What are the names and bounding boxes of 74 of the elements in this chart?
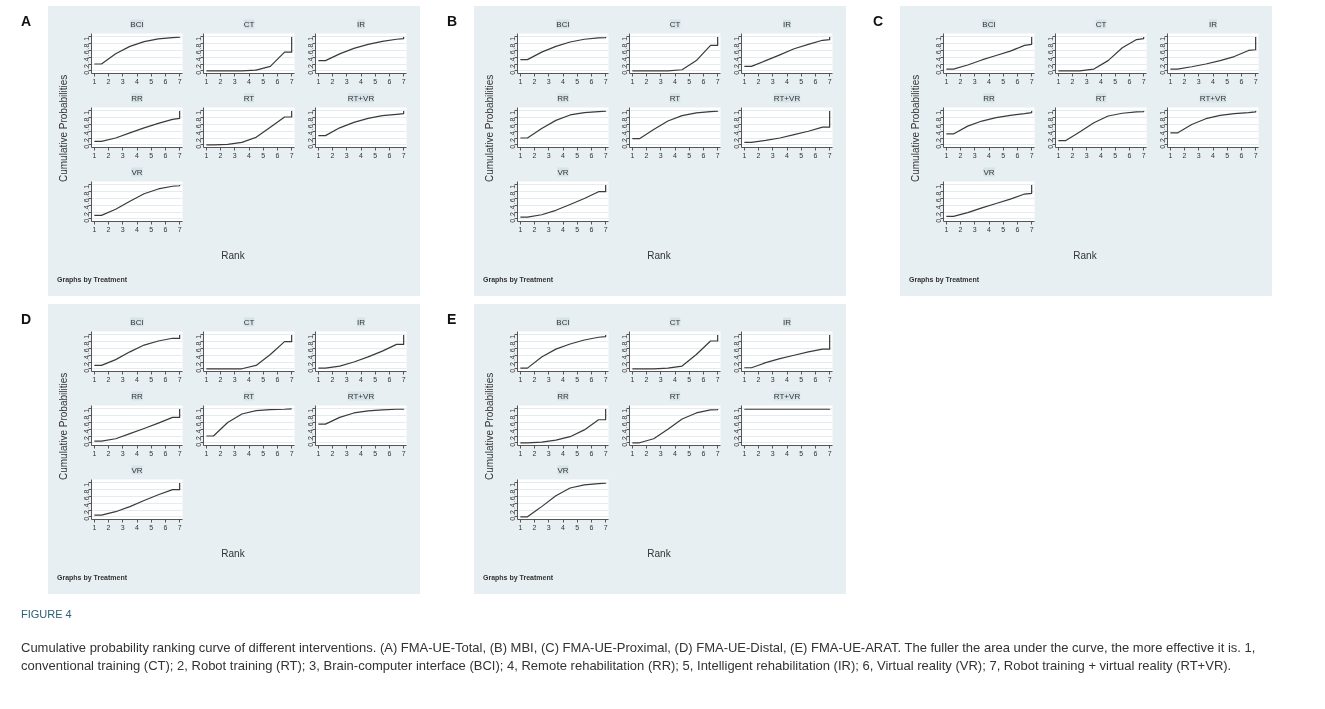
text: E bbox=[447, 310, 457, 329]
chart-title: CT bbox=[669, 19, 681, 29]
line-series bbox=[317, 36, 405, 62]
text: D bbox=[21, 310, 32, 329]
line-series bbox=[317, 110, 405, 137]
line-series bbox=[519, 36, 607, 61]
chart-title: RT bbox=[243, 391, 255, 401]
line-series bbox=[93, 334, 181, 366]
chart-title: IR bbox=[357, 317, 366, 327]
chart-title: RT+VR bbox=[773, 391, 801, 401]
chart-title: RT bbox=[243, 93, 255, 103]
chart-title: IR bbox=[783, 317, 792, 327]
chart-title: CT bbox=[243, 317, 255, 327]
chart-title: RR bbox=[557, 391, 569, 401]
text: Cumulative Probabilities bbox=[57, 74, 70, 182]
chart-title: RT+VR bbox=[347, 391, 375, 401]
line-series bbox=[1169, 36, 1257, 70]
text: Rank bbox=[1073, 249, 1097, 263]
chart-title: RT+VR bbox=[347, 93, 375, 103]
chart-title: IR bbox=[357, 19, 366, 29]
line-series bbox=[519, 184, 607, 218]
chart-title: RT bbox=[669, 391, 681, 401]
chart-title: IR bbox=[1209, 19, 1218, 29]
text: Rank bbox=[221, 249, 245, 263]
text: Rank bbox=[221, 547, 245, 561]
text: B bbox=[447, 12, 458, 31]
line-series bbox=[945, 36, 1033, 70]
line-series bbox=[519, 110, 607, 139]
line-series bbox=[93, 110, 181, 142]
line-series bbox=[1169, 110, 1257, 134]
chart-title: CT bbox=[243, 19, 255, 29]
chart-title: RT+VR bbox=[1199, 93, 1227, 103]
chart-title: BCI bbox=[556, 317, 570, 327]
line-series bbox=[317, 408, 405, 425]
text: Rank bbox=[647, 249, 671, 263]
line-series bbox=[93, 408, 181, 442]
text: Cumulative Probabilities bbox=[483, 372, 496, 480]
chart-title: CT bbox=[669, 317, 681, 327]
text: Cumulative probability ranking curve of different interventions. (A) FMA-UE-Total, (B) MBI, (C) FMA-UE-Proximal, (D) FMA-UE-Distal, (E) FMA-UE-ARAT. The fuller the area under the curve, the more effective it is. 1, conventional training (CT); 2, Robot training (RT); 3, Brain-computer interface (BCI); 4, Remote rehabilitation (RR); 5, Intelligent rehabilitation (IR); 6, Virtual reality (VR); 7, Robot training + virtual reality (RT+VR). bbox=[21, 639, 1257, 675]
line-series bbox=[743, 110, 831, 144]
chart-title: RR bbox=[131, 93, 143, 103]
line-series bbox=[743, 36, 831, 67]
chart-title: VR bbox=[131, 167, 143, 177]
chart-title: RT bbox=[1095, 93, 1107, 103]
chart-title: RR bbox=[557, 93, 569, 103]
line-series bbox=[1057, 110, 1145, 142]
chart-title: CT bbox=[1095, 19, 1107, 29]
chart-title: BCI bbox=[982, 19, 996, 29]
chart-title: RT+VR bbox=[773, 93, 801, 103]
text: FIGURE 4 bbox=[21, 607, 72, 622]
chart-title: BCI bbox=[130, 317, 144, 327]
chart-title: VR bbox=[557, 465, 569, 475]
line-series bbox=[631, 110, 719, 140]
text: Cumulative Probabilities bbox=[909, 74, 922, 182]
text: Cumulative Probabilities bbox=[57, 372, 70, 480]
text: Rank bbox=[647, 547, 671, 561]
chart-title: IR bbox=[783, 19, 792, 29]
line-series bbox=[93, 36, 181, 65]
chart-title: BCI bbox=[130, 19, 144, 29]
chart-title: VR bbox=[131, 465, 143, 475]
chart-title: BCI bbox=[556, 19, 570, 29]
line-series bbox=[945, 110, 1033, 135]
line-series bbox=[93, 184, 181, 216]
line-series bbox=[93, 482, 181, 516]
chart-title: VR bbox=[557, 167, 569, 177]
line-series bbox=[205, 408, 293, 437]
text: A bbox=[21, 12, 32, 31]
text: Cumulative Probabilities bbox=[483, 74, 496, 182]
chart-title: RR bbox=[983, 93, 995, 103]
chart-title: RT bbox=[669, 93, 681, 103]
chart-title: RR bbox=[131, 391, 143, 401]
line-series bbox=[945, 184, 1033, 218]
chart-title: VR bbox=[983, 167, 995, 177]
text: C bbox=[873, 12, 884, 31]
